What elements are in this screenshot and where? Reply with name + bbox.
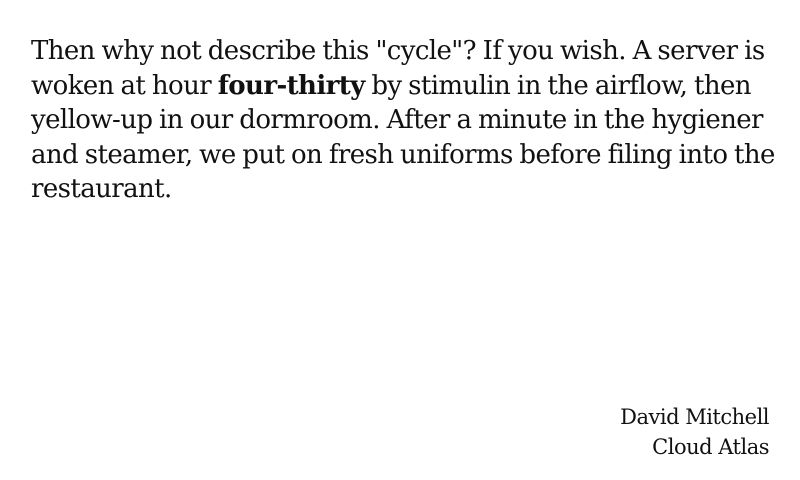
attribution: David Mitchell Cloud Atlas — [620, 402, 769, 462]
quote-text-emphasis: four-thirty — [217, 70, 366, 101]
book-title: Cloud Atlas — [652, 435, 769, 459]
quote-text: Then why not describe this "cycle"? If y… — [31, 34, 776, 207]
author-name: David Mitchell — [620, 405, 769, 429]
quote-text-before: Then why not describe this "cycle"? If y… — [31, 36, 765, 101]
quote-text-after: by stimulin in the airflow, then yellow-… — [31, 70, 775, 205]
